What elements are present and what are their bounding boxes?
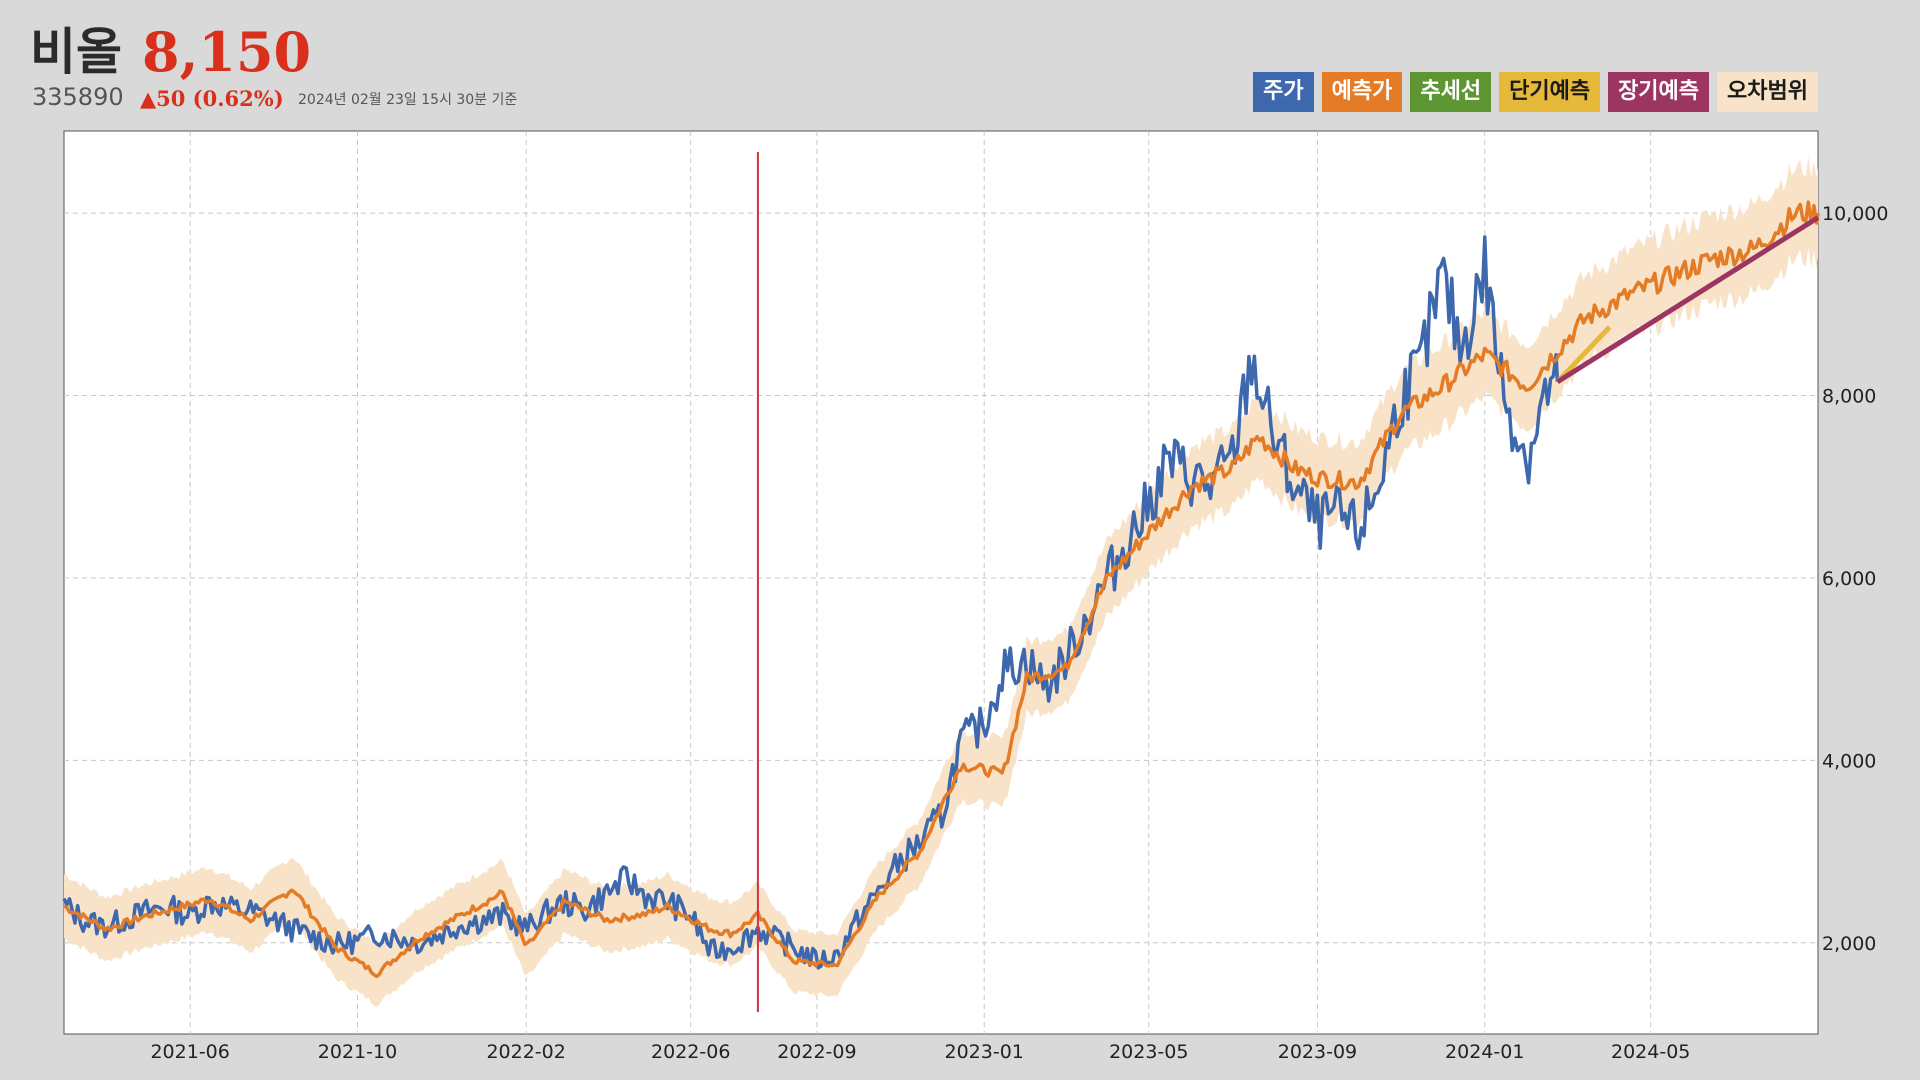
x-tick-label: 2021-10 (318, 1041, 397, 1063)
x-tick-label: 2023-01 (945, 1041, 1024, 1063)
price-line (62, 235, 1560, 970)
x-tick-label: 2024-01 (1445, 1041, 1524, 1063)
long-term-forecast-line (1556, 215, 1820, 384)
y-tick-label: 6,000 (1822, 568, 1876, 590)
price-change: ▲50 (0.62%) (140, 86, 284, 111)
stock-code: 335890 (32, 83, 124, 111)
y-tick-label: 8,000 (1822, 386, 1876, 408)
x-tick-label: 2024-05 (1611, 1041, 1690, 1063)
x-tick-label: 2021-06 (150, 1041, 229, 1063)
stock-name: 비올 (30, 23, 122, 81)
legend-trendline[interactable]: 추세선 (1410, 72, 1492, 112)
forecast-line (63, 200, 1820, 979)
short-term-forecast-line (1555, 325, 1612, 384)
x-tick-label: 2022-09 (777, 1041, 856, 1063)
legend-forecast[interactable]: 예측가 (1321, 72, 1403, 112)
legend: 주가 예측가 추세선 단기예측 장기예측 오차범위 (1253, 72, 1818, 112)
x-tick-label: 2022-02 (486, 1041, 565, 1063)
grid-lines (64, 131, 1818, 1034)
legend-error-band[interactable]: 오차범위 (1717, 72, 1818, 112)
error-band (64, 157, 1818, 1007)
legend-price[interactable]: 주가 (1253, 72, 1314, 112)
current-price: 8,150 (142, 20, 312, 84)
x-tick-label: 2022-06 (651, 1041, 730, 1063)
x-tick-label: 2023-05 (1109, 1041, 1188, 1063)
x-axis-labels: 2021-06 2021-10 2022-02 2022-06 2022-09 2023-… (150, 1041, 1690, 1063)
legend-long-term[interactable]: 장기예측 (1608, 72, 1710, 112)
y-tick-label: 4,000 (1822, 750, 1876, 772)
plot-background (63, 130, 1819, 1035)
legend-short-term[interactable]: 단기예측 (1499, 72, 1601, 112)
x-tick-label: 2023-09 (1278, 1041, 1357, 1063)
y-tick-label: 2,000 (1822, 933, 1876, 955)
y-tick-label: 10,000 (1822, 203, 1888, 225)
timestamp: 2024년 02월 23일 15시 30분 기준 (298, 92, 518, 108)
y-axis-labels: 2,000 4,000 6,000 8,000 10,000 (1822, 203, 1888, 955)
